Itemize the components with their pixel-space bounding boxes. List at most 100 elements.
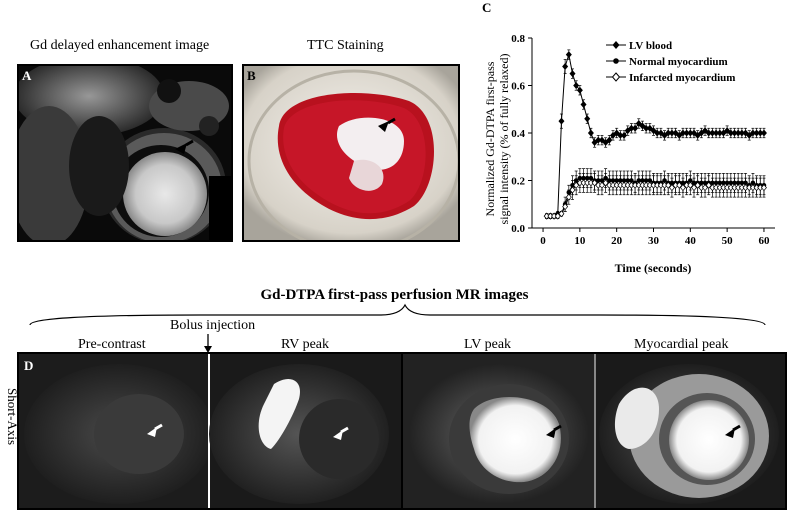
panel-a-image: A	[17, 64, 233, 242]
gd-enhancement-mri	[19, 66, 231, 240]
data-point	[731, 129, 738, 137]
data-point	[573, 181, 580, 189]
data-point	[679, 129, 686, 137]
data-point	[672, 129, 679, 137]
data-point	[709, 129, 716, 137]
series-normal-myocardium	[544, 168, 767, 219]
data-point	[569, 70, 576, 78]
data-point	[558, 117, 565, 125]
data-point	[591, 179, 598, 187]
frame-rv-peak	[209, 354, 402, 508]
x-tick-label: 10	[574, 235, 586, 247]
data-point	[554, 212, 561, 220]
x-tick-label: 60	[758, 235, 770, 247]
panel-b-title: TTC Staining	[307, 38, 384, 53]
group-brace	[29, 303, 766, 326]
panel-c-letter: C	[482, 0, 492, 15]
data-point	[565, 193, 572, 201]
frame-title-3: LV peak	[464, 337, 512, 352]
data-point	[661, 131, 668, 139]
ttc-stained-heart	[244, 66, 458, 240]
legend-marker	[613, 58, 619, 64]
signal-intensity-chart: 0 10 20 30 40 50 60 0.0 0.2 0.4 0.6 0.8 LV blood Nor…	[483, 33, 775, 275]
data-point	[632, 124, 639, 132]
chart-legend: LV blood Normal myocardium Infarcted myoca…	[606, 40, 735, 84]
data-point	[665, 181, 672, 189]
data-point	[727, 129, 734, 137]
chart-y-axis-label-line1: Normalized Gd-DTPA first-pass	[483, 61, 497, 216]
data-point	[617, 131, 624, 139]
frame-myocardial-peak	[596, 354, 785, 508]
data-point	[668, 184, 675, 192]
data-point	[657, 129, 664, 137]
chart-series	[543, 49, 767, 220]
chart-axes: 0 10 20 30 40 50 60 0.0 0.2 0.4 0.6 0.8	[511, 33, 775, 247]
data-point	[584, 115, 591, 123]
data-point	[749, 129, 756, 137]
x-tick-label: 50	[722, 235, 734, 247]
panel-d-group-title: Gd-DTPA first-pass perfusion MR images	[260, 287, 529, 303]
data-point	[760, 129, 767, 137]
legend-label: LV blood	[629, 40, 672, 52]
y-tick-label: 0.8	[511, 33, 525, 45]
y-tick-label: 0.2	[511, 176, 525, 188]
data-point	[565, 51, 572, 59]
frame-title-2: RV peak	[281, 337, 330, 352]
data-point	[683, 129, 690, 137]
data-point	[694, 181, 701, 189]
data-point	[665, 129, 672, 137]
data-point	[573, 82, 580, 89]
data-point	[606, 136, 613, 144]
panel-b-letter: B	[247, 68, 256, 83]
bolus-injection-label: Bolus injection	[170, 318, 256, 333]
data-point	[702, 184, 709, 192]
data-point	[691, 184, 697, 192]
data-point	[668, 129, 675, 137]
data-point	[735, 129, 742, 137]
chart-y-axis-label-line2: signal intensity (% of fully relaxed)	[497, 54, 511, 225]
data-point	[705, 181, 712, 189]
panel-d-strip: D	[17, 352, 787, 510]
panel-d-letter: D	[24, 358, 34, 373]
data-point	[562, 203, 569, 211]
data-point	[702, 127, 709, 135]
data-point	[580, 101, 587, 108]
data-point	[602, 179, 609, 187]
y-tick-label: 0.6	[511, 81, 525, 93]
data-point	[753, 129, 760, 137]
data-point	[587, 129, 594, 137]
bolus-arrow	[204, 334, 212, 353]
frame-pre-contrast	[19, 354, 214, 508]
data-point	[698, 129, 705, 137]
data-point	[760, 184, 767, 192]
y-tick-label: 0.4	[511, 128, 525, 140]
frame-title-4: Myocardial peak	[634, 337, 729, 352]
perfusion-mr-frames	[19, 354, 785, 508]
data-point	[757, 129, 764, 137]
legend-marker	[611, 72, 621, 82]
x-tick-label: 40	[685, 235, 697, 247]
frame-title-1: Pre-contrast	[78, 337, 146, 352]
data-point	[679, 184, 686, 192]
data-point	[598, 181, 605, 189]
legend-marker	[612, 41, 620, 49]
data-point	[569, 186, 576, 194]
data-point	[716, 129, 723, 137]
series-infarcted-myocardium	[543, 173, 767, 220]
data-point	[591, 139, 598, 146]
data-point	[576, 86, 583, 94]
data-point	[558, 210, 565, 218]
panel-a-title: Gd delayed enhancement image	[30, 38, 210, 53]
data-point	[562, 63, 569, 70]
x-tick-label: 30	[648, 235, 660, 247]
legend-label: Normal myocardium	[629, 56, 728, 68]
data-point	[687, 181, 694, 189]
data-point	[738, 129, 745, 137]
data-point	[687, 129, 694, 137]
y-tick-label: 0.0	[511, 223, 525, 235]
data-point	[624, 127, 631, 135]
series-lv-blood	[543, 49, 767, 220]
legend-label: Infarcted myocardium	[629, 72, 735, 84]
x-tick-label: 20	[611, 235, 623, 247]
data-point	[705, 129, 712, 137]
